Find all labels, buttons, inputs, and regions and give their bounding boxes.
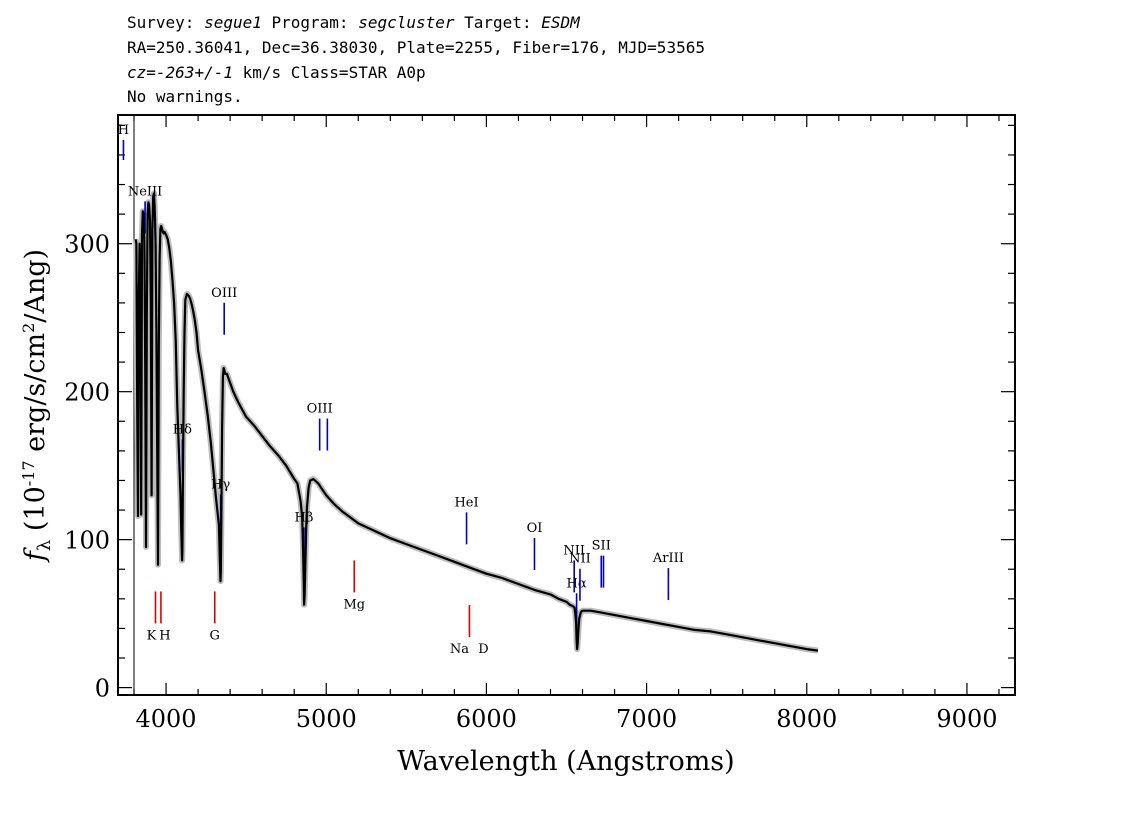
header-line-3: cz=-263+/-1 km/s Class=STAR A0p	[127, 63, 426, 82]
absorption-line-label: H	[159, 628, 170, 643]
emission-line-label: ArIII	[652, 551, 684, 566]
spectrum-series-layer	[134, 192, 819, 652]
emission-line-label: Hβ	[295, 510, 314, 525]
x-axis-ticks	[133, 115, 1000, 695]
x-axis-title: Wavelength (Angstroms)	[397, 746, 734, 777]
emission-line-label: NII	[569, 552, 591, 567]
emission-line-label: Hα	[567, 576, 587, 591]
y-tick-label: 0	[95, 675, 110, 703]
spectrum-error-band	[132, 190, 819, 654]
header-line-4: No warnings.	[127, 87, 243, 106]
x-tick-label: 6000	[456, 705, 517, 733]
x-axis-tick-labels: 4000 5000 6000 7000 8000 9000	[136, 705, 998, 733]
emission-line-label: SII	[592, 539, 611, 554]
absorption-line-label: K	[147, 628, 157, 643]
emission-line-label: NII	[563, 543, 585, 558]
header-line-2: RA=250.36041, Dec=36.38030, Plate=2255, …	[127, 38, 705, 57]
y-tick-label: 200	[64, 379, 110, 407]
x-tick-label: 5000	[296, 705, 357, 733]
y-tick-label: 300	[64, 231, 110, 259]
y-axis-tick-labels: 0 100 200 300	[64, 231, 110, 703]
absorption-line-label: Na	[450, 642, 469, 657]
absorption-line-label: G	[210, 628, 220, 643]
error-band-layer	[132, 190, 819, 654]
x-tick-label: 4000	[136, 705, 197, 733]
absorption-line-label: D	[478, 642, 488, 657]
emission-line-label: H	[118, 123, 129, 138]
x-tick-label: 8000	[776, 705, 837, 733]
emission-line-label: OIII	[307, 402, 333, 417]
emission-line-label: HeI	[454, 495, 478, 510]
emission-line-label: OIII	[211, 286, 237, 301]
emission-line-label: NeIII	[128, 184, 162, 199]
plot-frame	[117, 114, 1016, 696]
y-axis-title: fλ (10-17 erg/s/cm2/Ang)	[19, 249, 55, 563]
spectrum-line	[134, 192, 819, 652]
header-line-1: Survey: segue1 Program: segcluster Targe…	[127, 13, 581, 32]
x-tick-label: 9000	[936, 705, 997, 733]
y-tick-label: 100	[64, 527, 110, 555]
y-axis-ticks	[118, 124, 1015, 689]
absorption-line-label: Mg	[343, 597, 365, 612]
emission-line-label: OI	[527, 521, 543, 536]
x-tick-label: 7000	[616, 705, 677, 733]
